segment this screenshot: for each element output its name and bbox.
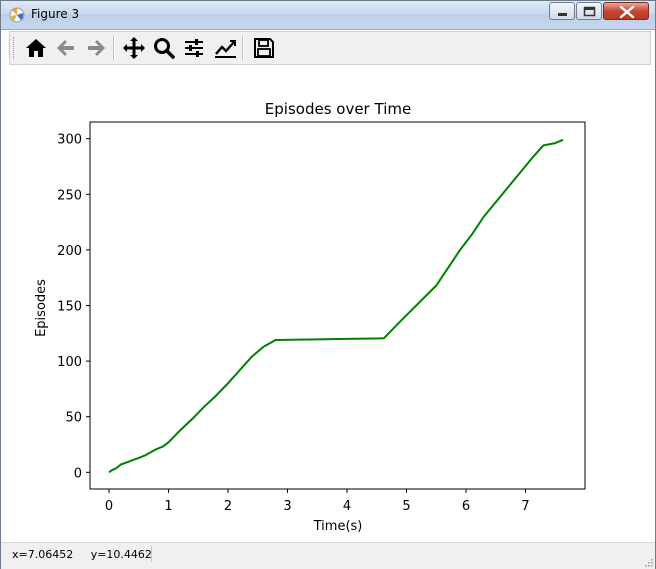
series-line (108, 138, 564, 474)
x-axis: 0 1 2 3 4 5 6 7 (105, 489, 530, 514)
status-bar: x=7.06452 y=10.4462 (1, 542, 655, 569)
status-divider (151, 546, 152, 562)
toolbar-separator (113, 36, 115, 60)
y-tick-label: 50 (65, 411, 82, 426)
resize-grip-icon[interactable] (643, 557, 653, 567)
title-bar[interactable]: Figure 3 (1, 1, 655, 30)
maximize-button[interactable] (576, 2, 602, 20)
close-button[interactable] (603, 2, 649, 20)
forward-button[interactable] (83, 35, 109, 61)
minimize-button[interactable] (549, 2, 575, 20)
x-tick-label: 5 (402, 499, 410, 514)
cursor-coordinates: x=7.06452 y=10.4462 (12, 548, 152, 561)
home-icon (26, 39, 46, 57)
y-axis: 0 50 100 150 200 250 300 (57, 133, 90, 481)
toolbar-grip[interactable] (13, 37, 17, 59)
x-tick-label: 4 (343, 499, 351, 514)
sliders-icon (185, 39, 203, 57)
navigation-toolbar (9, 31, 651, 65)
save-button[interactable] (251, 35, 277, 61)
y-tick-label: 250 (57, 188, 82, 203)
y-tick-label: 300 (57, 133, 82, 148)
line-chart[interactable]: Episodes over Time 0 1 2 3 4 5 6 7 0 50 100 150 200… (9, 65, 651, 542)
x-axis-label: Time(s) (313, 519, 363, 534)
back-button[interactable] (53, 35, 79, 61)
arrow-left-icon (57, 40, 74, 56)
pan-button[interactable] (121, 35, 147, 61)
magnifier-icon (154, 38, 175, 59)
configure-subplots-button[interactable] (181, 35, 207, 61)
window-title: Figure 3 (31, 7, 80, 21)
y-tick-label: 100 (57, 355, 82, 370)
y-tick-label: 0 (74, 466, 82, 481)
figure-canvas[interactable]: Episodes over Time 0 1 2 3 4 5 6 7 0 50 100 150 200… (9, 65, 651, 542)
x-tick-label: 2 (224, 499, 232, 514)
x-tick-label: 1 (164, 499, 172, 514)
matplotlib-icon (9, 7, 25, 23)
y-axis-label: Episodes (34, 279, 49, 337)
x-tick-label: 3 (283, 499, 291, 514)
y-tick-label: 150 (57, 300, 82, 315)
x-tick-label: 0 (105, 499, 113, 514)
x-tick-label: 7 (521, 499, 529, 514)
toolbar-separator (242, 36, 244, 60)
home-button[interactable] (23, 35, 49, 61)
chart-title: Episodes over Time (265, 100, 411, 118)
edit-axes-button[interactable] (212, 35, 238, 61)
arrow-right-icon (88, 40, 105, 56)
y-tick-label: 200 (57, 244, 82, 259)
close-icon (619, 5, 635, 19)
maximize-icon (583, 6, 596, 17)
line-chart-icon (215, 40, 236, 58)
plot-area[interactable] (89, 121, 586, 490)
minimize-icon (558, 13, 567, 16)
move-icon (123, 37, 145, 59)
x-tick-label: 6 (462, 499, 470, 514)
zoom-button[interactable] (151, 35, 177, 61)
floppy-disk-icon (254, 38, 274, 58)
